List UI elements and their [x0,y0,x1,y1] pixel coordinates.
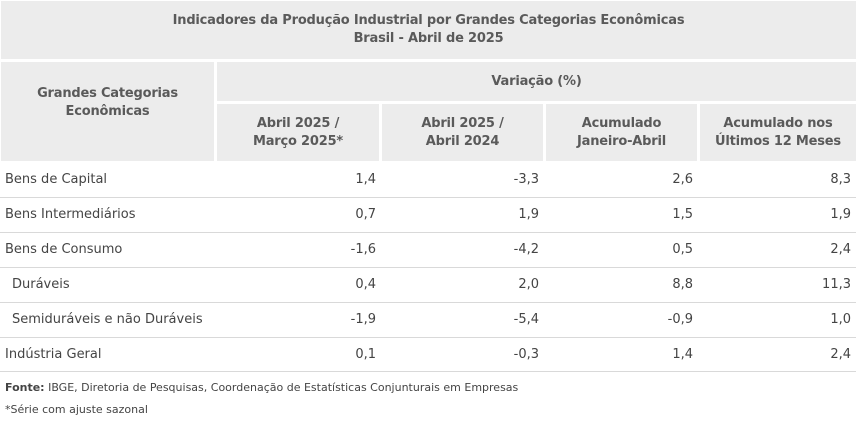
seasonal-note: *Série com ajuste sazonal [5,403,148,416]
row-label: Semiduráveis e não Duráveis [12,312,203,327]
group-header: Variação (%) [217,62,856,101]
column-header-2-line1: Abril 2025 / [421,115,504,131]
cell-value: 1,0 [830,312,851,327]
row-header: Grandes Categorias Econômicas [1,62,214,161]
table-title: Indicadores da Produção Industrial por G… [1,1,856,59]
table-row: Bens de Capital 1,4 -3,3 2,6 8,3 [0,163,856,198]
row-label: Bens de Capital [5,172,108,187]
column-header-3-line1: Acumulado [581,115,662,131]
cell-value: 2,0 [518,277,539,292]
column-header-3-line2: Janeiro-Abril [577,133,666,149]
source-text: IBGE, Diretoria de Pesquisas, Coordenaçã… [44,381,519,394]
cell-value: 1,4 [672,347,693,362]
column-header-4-line2: Últimos 12 Meses [715,133,841,149]
row-header-line1: Grandes Categorias [37,85,178,101]
cell-value: -1,9 [350,312,376,327]
cell-value: 8,3 [830,172,851,187]
source-note: Fonte: IBGE, Diretoria de Pesquisas, Coo… [5,381,518,394]
cell-value: 11,3 [822,277,851,292]
column-header-4-line1: Acumulado nos [723,115,833,131]
cell-value: -3,3 [513,172,539,187]
table-row: Bens Intermediários 0,7 1,9 1,5 1,9 [0,198,856,233]
source-label: Fonte: [5,381,45,394]
cell-value: 0,1 [355,347,376,362]
column-header-2-line2: Abril 2024 [425,133,500,149]
cell-value: 1,5 [672,207,693,222]
row-label: Indústria Geral [5,347,102,362]
cell-value: 1,9 [830,207,851,222]
column-header-3: Acumulado Janeiro-Abril [546,104,697,161]
table-row: Bens de Consumo -1,6 -4,2 0,5 2,4 [0,233,856,268]
cell-value: 2,6 [672,172,693,187]
cell-value: -0,3 [513,347,539,362]
row-label: Bens de Consumo [5,242,123,257]
column-header-4: Acumulado nos Últimos 12 Meses [700,104,856,161]
cell-value: 2,4 [830,347,851,362]
column-header-1: Abril 2025 / Março 2025* [217,104,379,161]
row-header-line2: Econômicas [65,103,150,119]
cell-value: -5,4 [513,312,539,327]
column-header-1-line2: Março 2025* [252,133,344,149]
table-row: Duráveis 0,4 2,0 8,8 11,3 [0,268,856,303]
cell-value: 2,4 [830,242,851,257]
cell-value: -4,2 [513,242,539,257]
cell-value: 1,9 [518,207,539,222]
column-header-1-line1: Abril 2025 / [256,115,340,131]
cell-value: 0,4 [355,277,376,292]
column-header-2: Abril 2025 / Abril 2024 [382,104,543,161]
table-title-line1: Indicadores da Produção Industrial por G… [172,13,685,28]
cell-value: 1,4 [355,172,376,187]
table-row: Semiduráveis e não Duráveis -1,9 -5,4 -0… [0,303,856,338]
cell-value: 0,7 [355,207,376,222]
cell-value: 8,8 [672,277,693,292]
row-label: Duráveis [12,277,70,292]
cell-value: -1,6 [350,242,376,257]
table-row: Indústria Geral 0,1 -0,3 1,4 2,4 [0,338,856,372]
cell-value: -0,9 [667,312,693,327]
row-label: Bens Intermediários [5,207,136,222]
cell-value: 0,5 [672,242,693,257]
table-title-line2: Brasil - Abril de 2025 [353,31,504,46]
